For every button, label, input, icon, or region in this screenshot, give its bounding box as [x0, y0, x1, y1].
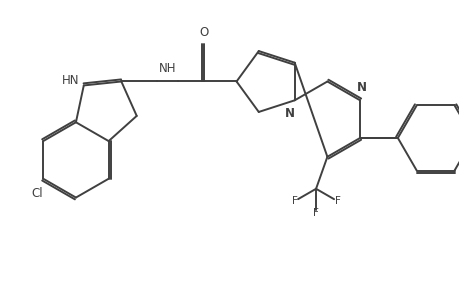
- Text: F: F: [313, 208, 318, 218]
- Text: HN: HN: [62, 74, 80, 87]
- Text: N: N: [356, 81, 366, 94]
- Text: Cl: Cl: [31, 187, 43, 200]
- Text: NH: NH: [158, 61, 176, 75]
- Text: O: O: [199, 26, 209, 39]
- Text: F: F: [291, 196, 297, 206]
- Text: N: N: [284, 107, 294, 120]
- Text: F: F: [334, 196, 340, 206]
